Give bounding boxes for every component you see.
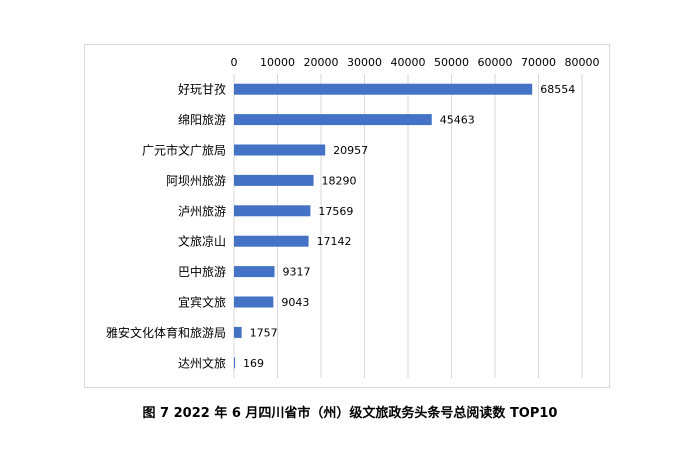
x-tick-label: 40000: [391, 56, 426, 69]
data-label: 169: [243, 357, 264, 370]
category-label: 绵阳旅游: [178, 113, 226, 127]
data-label: 45463: [440, 114, 475, 127]
data-label: 20957: [333, 144, 368, 157]
x-tick-label: 80000: [565, 56, 600, 69]
bar: [234, 235, 309, 247]
category-label: 文旅凉山: [178, 234, 226, 249]
x-tick-label: 50000: [434, 56, 469, 69]
bar: [234, 83, 533, 95]
category-label: 雅安文化体育和旅游局: [106, 325, 226, 340]
x-tick-label: 0: [231, 56, 238, 69]
figure-caption: 图 7 2022 年 6 月四川省市（州）级文旅政务头条号总阅读数 TOP10: [142, 406, 558, 421]
x-tick-label: 60000: [478, 56, 513, 69]
bar: [234, 326, 242, 338]
data-label: 17142: [317, 235, 352, 248]
category-label: 达州文旅: [178, 355, 226, 370]
data-label: 1757: [250, 326, 278, 339]
bar: [234, 357, 235, 369]
data-label: 18290: [322, 174, 357, 187]
bar: [234, 266, 275, 278]
chart-frame: [84, 44, 610, 388]
category-label: 泸州旅游: [178, 204, 226, 218]
bar: [234, 114, 432, 126]
category-label: 广元市文广旅局: [142, 143, 226, 158]
x-tick-label: 30000: [347, 56, 382, 69]
data-label: 9317: [283, 266, 311, 279]
bar-chart: 0 10000 20000 30000 40000 50000 60000 70000 8000…: [106, 56, 600, 378]
category-label: 巴中旅游: [178, 264, 226, 279]
bar: [234, 144, 326, 156]
bar: [234, 174, 314, 186]
x-tick-label: 70000: [521, 56, 556, 69]
bar: [234, 296, 274, 308]
x-tick-label: 10000: [260, 56, 295, 69]
category-label: 好玩甘孜: [178, 83, 226, 97]
bar: [234, 205, 311, 217]
x-tick-label: 20000: [304, 56, 339, 69]
data-label: 17569: [318, 205, 353, 218]
data-label: 68554: [540, 83, 575, 96]
category-label: 阿坝州旅游: [166, 174, 226, 188]
data-label: 9043: [281, 296, 309, 309]
category-label: 宜宾文旅: [178, 295, 226, 310]
